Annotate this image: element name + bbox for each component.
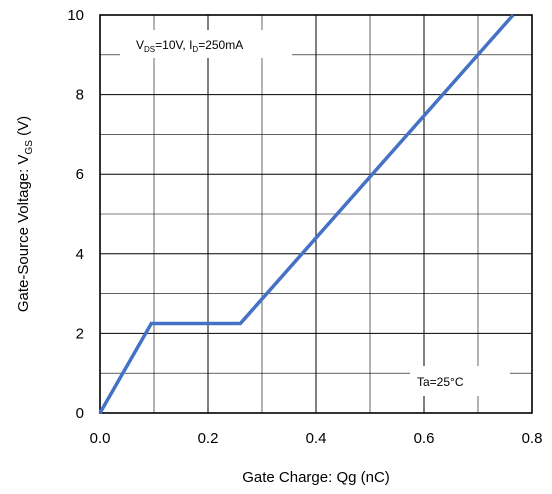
x-tick-label: 0.0 <box>90 430 111 447</box>
y-tick-labels: 0 2 4 6 8 10 <box>67 7 84 422</box>
grid-lines <box>100 15 532 413</box>
y-tick-label: 2 <box>76 325 84 342</box>
temperature-label: Ta=25°C <box>417 375 464 389</box>
y-tick-label: 0 <box>76 405 84 422</box>
series-layer <box>98 13 515 414</box>
vgs-series-line <box>98 13 515 414</box>
temperature-box <box>410 366 510 396</box>
x-axis-title: Gate Charge: Qg (nC) <box>242 469 390 486</box>
conditions-label: VDS=10V, ID=250mA <box>136 38 243 54</box>
x-tick-labels: 0.0 0.2 0.4 0.6 0.8 <box>90 430 543 447</box>
y-tick-label: 6 <box>76 166 84 183</box>
conditions-box <box>120 30 292 58</box>
x-tick-label: 0.6 <box>414 430 435 447</box>
x-tick-label: 0.8 <box>522 430 543 447</box>
y-tick-label: 4 <box>76 246 84 263</box>
y-tick-label: 10 <box>67 7 84 24</box>
x-tick-label: 0.4 <box>306 430 327 447</box>
y-axis-title: Gate-Source Voltage: VGS (V) <box>15 116 35 312</box>
x-tick-label: 0.2 <box>198 430 219 447</box>
y-tick-label: 8 <box>76 87 84 104</box>
plot-frame <box>99 14 533 414</box>
